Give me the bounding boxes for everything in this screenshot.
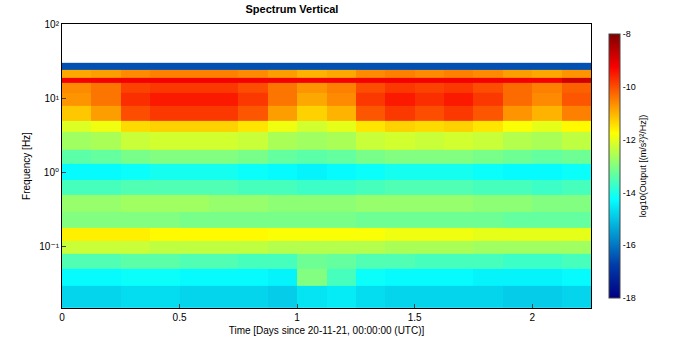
svg-text:Spectrum Vertical: Spectrum Vertical [246, 3, 339, 15]
svg-text:0: 0 [59, 312, 65, 323]
svg-text:0.5: 0.5 [173, 312, 187, 323]
svg-text:10⁻¹: 10⁻¹ [39, 241, 59, 252]
svg-text:-8: -8 [623, 29, 631, 39]
svg-text:10²: 10² [45, 19, 60, 30]
svg-text:10¹: 10¹ [45, 93, 60, 104]
svg-text:1.5: 1.5 [408, 312, 422, 323]
svg-text:-10: -10 [623, 82, 636, 92]
svg-text:2: 2 [529, 312, 535, 323]
svg-text:Frequency [Hz]: Frequency [Hz] [21, 132, 32, 200]
svg-text:-12: -12 [623, 135, 636, 145]
svg-text:log10(Output [(m/s²)²/Hz]): log10(Output [(m/s²)²/Hz]) [638, 115, 648, 218]
svg-text:Time [Days since 20-11-21, 00:: Time [Days since 20-11-21, 00:00:00 (UTC… [229, 325, 425, 336]
svg-text:-18: -18 [623, 293, 636, 303]
svg-text:-14: -14 [623, 188, 636, 198]
svg-text:10⁰: 10⁰ [44, 167, 59, 178]
svg-text:-16: -16 [623, 240, 636, 250]
svg-text:1: 1 [294, 312, 300, 323]
